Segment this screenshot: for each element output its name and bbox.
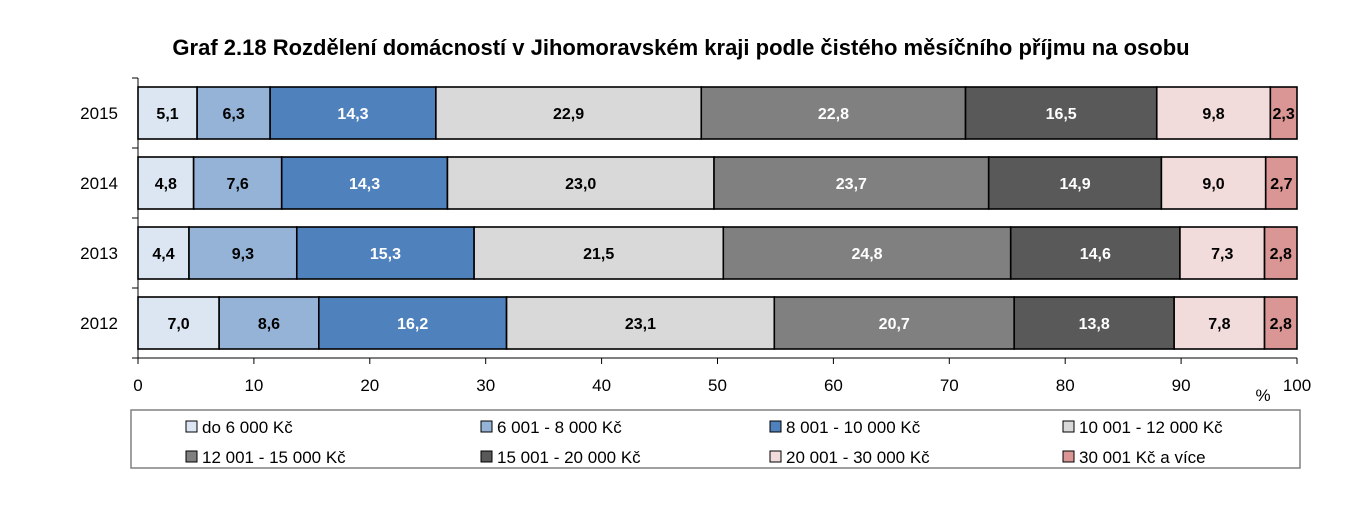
data-label: 22,9 bbox=[553, 106, 584, 123]
bar-segment bbox=[280, 156, 449, 210]
legend-label: 8 001 - 10 000 Kč bbox=[786, 418, 921, 437]
data-label: 4,8 bbox=[155, 176, 177, 193]
bar-segment bbox=[1009, 226, 1181, 280]
legend-label: 6 001 - 8 000 Kč bbox=[497, 418, 622, 437]
data-label: 2,7 bbox=[1270, 176, 1292, 193]
data-label: 8,6 bbox=[258, 316, 280, 333]
bar-segment bbox=[473, 226, 725, 280]
x-tick-label: 80 bbox=[1056, 376, 1075, 395]
legend-swatch bbox=[769, 450, 782, 463]
data-label: 20,7 bbox=[879, 316, 910, 333]
bar-segment bbox=[700, 86, 967, 140]
legend-label: 15 001 - 20 000 Kč bbox=[497, 448, 641, 467]
bar-segment bbox=[295, 226, 475, 280]
data-label: 9,0 bbox=[1202, 176, 1224, 193]
data-label: 14,6 bbox=[1080, 246, 1111, 263]
x-tick-label: 40 bbox=[592, 376, 611, 395]
legend-box bbox=[130, 409, 1301, 469]
bar-segment bbox=[1160, 156, 1267, 210]
x-tick-label: 50 bbox=[708, 376, 727, 395]
data-label: 2,8 bbox=[1270, 316, 1292, 333]
legend-label: 30 001 Kč a více bbox=[1079, 448, 1206, 467]
data-label: 16,2 bbox=[397, 316, 428, 333]
data-label: 7,6 bbox=[227, 176, 249, 193]
bar-segment bbox=[505, 296, 776, 350]
data-label: 23,7 bbox=[836, 176, 867, 193]
data-label: 15,3 bbox=[370, 246, 401, 263]
bar-segment bbox=[1264, 156, 1298, 210]
legend-swatch bbox=[480, 450, 493, 463]
bar-segment bbox=[1013, 296, 1175, 350]
x-tick-label: 20 bbox=[360, 376, 379, 395]
legend-swatch bbox=[480, 420, 493, 433]
legend-label: 20 001 - 30 000 Kč bbox=[786, 448, 930, 467]
data-label: 24,8 bbox=[851, 246, 882, 263]
x-tick-label: 100 bbox=[1283, 376, 1311, 395]
bar-segment bbox=[137, 226, 190, 280]
legend-label: 10 001 - 12 000 Kč bbox=[1079, 418, 1223, 437]
legend-swatch bbox=[1062, 420, 1075, 433]
x-tick-label: 30 bbox=[476, 376, 495, 395]
bar-segment bbox=[773, 296, 1016, 350]
data-label: 6,3 bbox=[222, 106, 244, 123]
data-label: 14,3 bbox=[349, 176, 380, 193]
data-label: 21,5 bbox=[583, 246, 614, 263]
x-tick-label: 0 bbox=[133, 376, 142, 395]
bar-segment bbox=[192, 156, 283, 210]
bar-segment bbox=[218, 296, 320, 350]
data-label: 9,3 bbox=[232, 246, 254, 263]
data-label: 4,4 bbox=[152, 246, 174, 263]
y-tick-label: 2015 bbox=[80, 104, 118, 123]
legend-swatch bbox=[185, 450, 198, 463]
bar-segment bbox=[713, 156, 990, 210]
x-tick-label: 70 bbox=[940, 376, 959, 395]
y-tick-label: 2014 bbox=[80, 174, 118, 193]
y-tick-label: 2013 bbox=[80, 244, 118, 263]
data-label: 14,9 bbox=[1059, 176, 1090, 193]
data-label: 13,8 bbox=[1079, 316, 1110, 333]
data-label: 7,0 bbox=[167, 316, 189, 333]
bar-segment bbox=[446, 156, 715, 210]
data-label: 22,8 bbox=[818, 106, 849, 123]
bar-segment bbox=[1179, 226, 1266, 280]
bar-segment bbox=[1263, 296, 1298, 350]
data-label: 7,3 bbox=[1211, 246, 1233, 263]
x-tick-label: 90 bbox=[1172, 376, 1191, 395]
data-label: 23,0 bbox=[565, 176, 596, 193]
bar-segment bbox=[137, 156, 195, 210]
data-label: 2,3 bbox=[1273, 106, 1295, 123]
data-label: 9,8 bbox=[1202, 106, 1224, 123]
bar-segment bbox=[1269, 86, 1298, 140]
chart-title: Graf 2.18 Rozdělení domácností v Jihomor… bbox=[172, 35, 1190, 60]
x-unit-label: % bbox=[1255, 386, 1270, 405]
legend-swatch bbox=[1062, 450, 1075, 463]
legend-swatch bbox=[769, 420, 782, 433]
bar-segment bbox=[722, 226, 1012, 280]
bar-segment bbox=[269, 86, 437, 140]
y-tick-label: 2012 bbox=[80, 314, 118, 333]
legend-label: do 6 000 Kč bbox=[202, 418, 293, 437]
data-label: 23,1 bbox=[625, 316, 656, 333]
data-label: 16,5 bbox=[1046, 106, 1077, 123]
bar-segment bbox=[318, 296, 508, 350]
data-label: 2,8 bbox=[1270, 246, 1292, 263]
data-label: 5,1 bbox=[156, 106, 178, 123]
legend-swatch bbox=[185, 420, 198, 433]
bar-segment bbox=[137, 296, 220, 350]
bar-segment bbox=[987, 156, 1163, 210]
legend-label: 12 001 - 15 000 Kč bbox=[202, 448, 346, 467]
data-label: 14,3 bbox=[337, 106, 368, 123]
bar-segment bbox=[435, 86, 703, 140]
x-tick-label: 60 bbox=[824, 376, 843, 395]
bar-segment bbox=[964, 86, 1158, 140]
data-label: 7,8 bbox=[1208, 316, 1230, 333]
bar-segment bbox=[1263, 226, 1298, 280]
x-tick-label: 10 bbox=[244, 376, 263, 395]
